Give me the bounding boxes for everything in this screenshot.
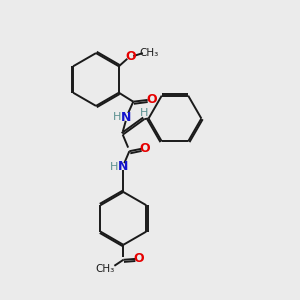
Text: H: H (140, 107, 148, 118)
Text: O: O (140, 142, 150, 155)
Text: O: O (125, 50, 136, 63)
Text: CH₃: CH₃ (139, 47, 158, 58)
Text: CH₃: CH₃ (96, 264, 115, 274)
Text: O: O (146, 93, 157, 106)
Text: N: N (121, 111, 131, 124)
Text: H: H (110, 162, 118, 172)
Text: H: H (113, 112, 122, 122)
Text: O: O (134, 252, 144, 265)
Text: N: N (118, 160, 129, 173)
